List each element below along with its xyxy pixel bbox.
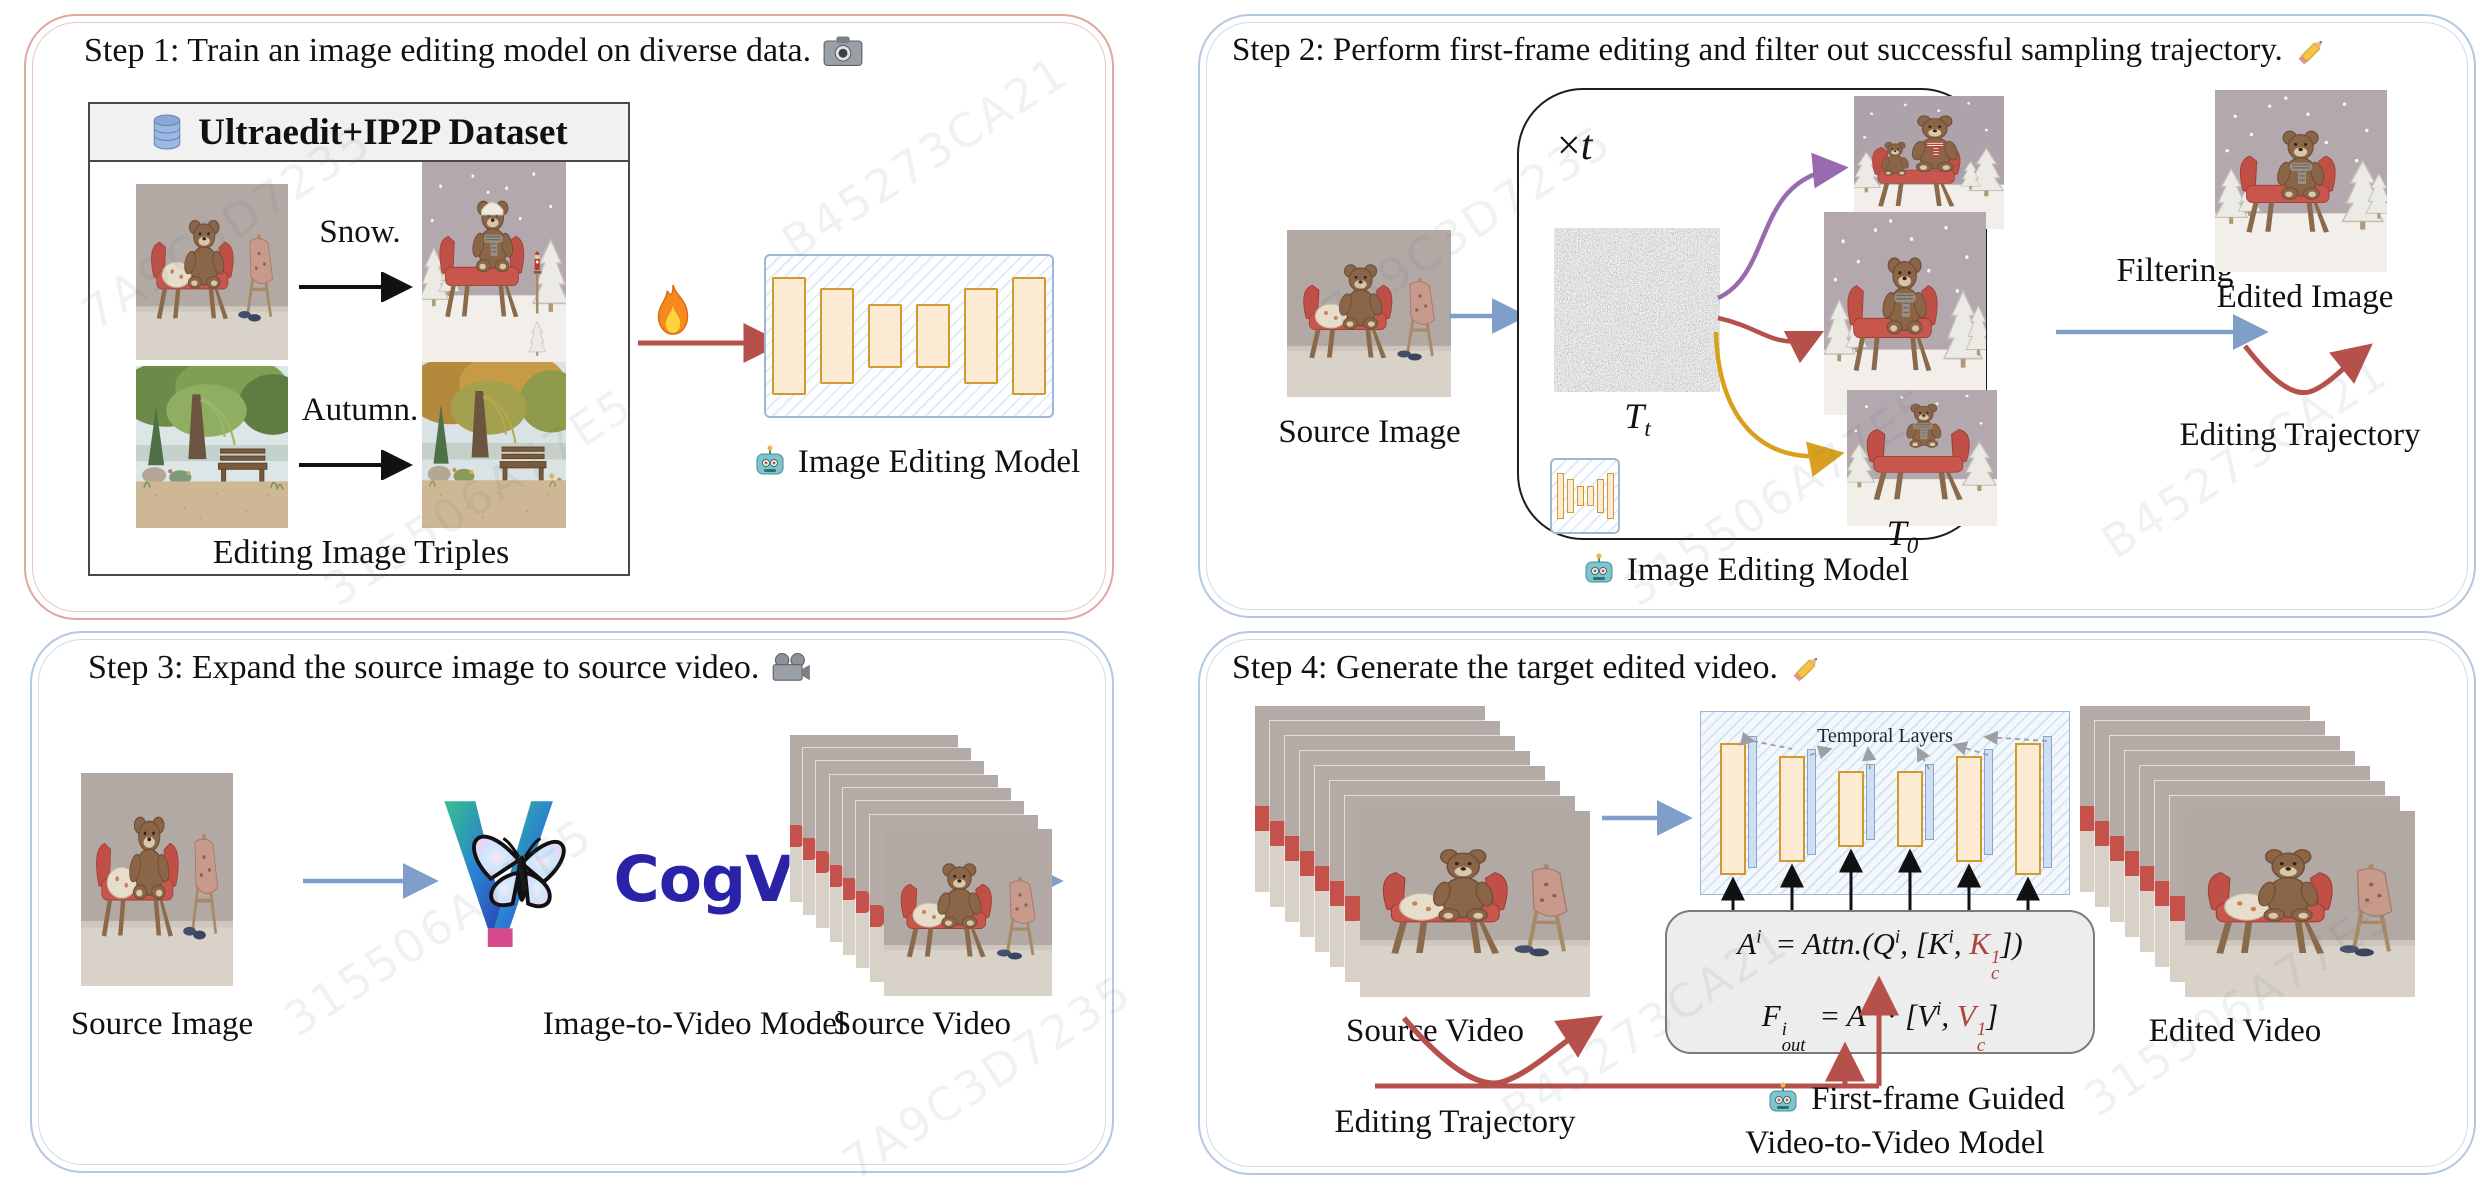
robot-icon: [1769, 1082, 1797, 1112]
model-layer-bar: [1576, 486, 1584, 506]
model-layer-bar: [964, 288, 998, 384]
sample-image-two-bears: [1854, 96, 2004, 229]
editing-trajectory-label: Editing Trajectory: [1334, 1103, 1576, 1140]
mini-image-editing-model-icon: [1550, 458, 1620, 534]
source-image-label: Source Image: [70, 1005, 254, 1042]
edit-instruction-autumn: Autumn.: [301, 391, 419, 428]
step2-panel: Step 2: Perform first-frame editing and …: [1198, 14, 2476, 618]
step3-panel: Step 3: Expand the source image to sourc…: [30, 631, 1114, 1173]
image-to-video-arrow: [303, 863, 439, 899]
sample-image-empty-chair: [1847, 390, 1997, 526]
noise-latent-image: [1554, 228, 1720, 392]
image-editing-model-label: Image Editing Model: [716, 440, 1116, 484]
model-layer-bar: [1566, 479, 1574, 513]
edited-image-label: Edited Image: [2216, 278, 2394, 315]
source-image: [81, 773, 233, 986]
dataset-table: Ultraedit+IP2P Dataset Snow. Autumn. Edi…: [88, 102, 630, 576]
edited-image-autumn: [422, 362, 566, 528]
image-editing-model-diagram: [764, 254, 1054, 418]
editing-trajectory-glyph: [2243, 343, 2373, 396]
source-video-label: Source Video: [1346, 1012, 1524, 1049]
red-trajectory-arrow: [1717, 315, 1825, 364]
butterfly-icon: [472, 834, 566, 909]
cogvideo-logo: [444, 801, 566, 947]
model-layer-bar: [1606, 473, 1614, 519]
latent-T0-label: T0: [1886, 513, 1919, 559]
temporal-layers-label: Temporal Layers: [1817, 724, 1953, 747]
source-video-stack: [1255, 706, 1590, 997]
pencil-icon: [1793, 658, 1817, 682]
robot-icon: [756, 445, 784, 475]
edited-image-snow: [422, 162, 566, 364]
source-image: [1287, 230, 1451, 397]
model-layer-bar: [1586, 486, 1594, 506]
image-to-video-model-label: Image-to-Video Model: [542, 1005, 847, 1042]
purple-trajectory-arrow: [1717, 152, 1849, 301]
database-icon: [154, 114, 181, 150]
movie-camera-icon: [772, 653, 811, 681]
edit-instruction-snow: Snow.: [319, 213, 401, 250]
model-layer-bar: [1012, 277, 1046, 395]
step1-panel: Step 1: Train an image editing model on …: [24, 14, 1114, 620]
pencil-icon: [2298, 40, 2322, 64]
equation-attention: Ai = Attn.(Qi, [Ki, K 1 c]): [1737, 926, 2023, 985]
v2v-model-label-line2: Video-to-Video Model: [1745, 1124, 2045, 1161]
model-layer-with-temporal: [2015, 736, 2052, 875]
dataset-header: Ultraedit+IP2P Dataset: [90, 104, 628, 162]
video-front-frame: [2185, 811, 2415, 997]
edited-image: [2215, 90, 2387, 272]
edited-video-label: Edited Video: [2148, 1012, 2322, 1049]
source-video-stack: [790, 735, 1052, 997]
model-layer-bar: [916, 304, 950, 368]
dataset-title: Ultraedit+IP2P Dataset: [198, 111, 568, 153]
model-layer-with-temporal: [1897, 764, 1934, 847]
video-to-model-arrow: [1602, 800, 1693, 836]
model-layer-bar: [1556, 473, 1564, 519]
source-video-label: Source Video: [833, 1005, 1011, 1042]
model-layer-with-temporal: [1720, 736, 1757, 875]
camera-icon: [823, 36, 863, 66]
step2-title: Step 2: Perform first-frame editing and …: [1232, 32, 2329, 69]
model-layer-bar: [868, 304, 902, 368]
gold-trajectory-arrow: [1713, 331, 1845, 477]
fire-icon: [657, 284, 689, 335]
editing-trajectory-glyph: [1401, 1015, 1603, 1086]
training-arrow: [638, 323, 784, 363]
model-layer-with-temporal: [1779, 749, 1816, 862]
model-layer-bar: [1596, 479, 1604, 513]
model-layer-bar: [772, 277, 806, 395]
sample-image-successful: [1824, 212, 1986, 415]
editing-trajectory-label: Editing Trajectory: [2179, 416, 2421, 453]
filtering-label: Filtering: [2116, 252, 2234, 289]
source-to-model-arrow: [1449, 298, 1528, 334]
model-layer-with-temporal: [1956, 749, 1993, 862]
model-layer-bar: [820, 288, 854, 384]
filtering-arrow: [2056, 314, 2269, 350]
trajectory-guidance-lines: [1375, 975, 1899, 1089]
step3-title: Step 3: Expand the source image to sourc…: [88, 649, 811, 687]
edited-video-stack: [2080, 706, 2415, 997]
source-image-garden: [136, 366, 288, 528]
video-front-frame: [884, 829, 1052, 996]
edit-arrow-autumn: [299, 450, 413, 480]
latent-Tt-label: Tt: [1624, 396, 1651, 442]
sampling-trajectory-arrows: [1713, 152, 1849, 477]
dataset-caption: Editing Image Triples: [212, 534, 510, 571]
times-t-label: ×t: [1557, 123, 1593, 169]
temporal-layer-pointers: [1740, 730, 2048, 770]
image-editing-model-label: Image Editing Model: [1550, 548, 1940, 592]
step4-panel: Step 4: Generate the target edited video…: [1198, 631, 2476, 1175]
edit-arrow-snow: [299, 272, 413, 302]
v2v-model-label-line1: First-frame Guided: [1705, 1079, 2125, 1119]
source-image-bear: [136, 184, 288, 360]
model-layer-with-temporal: [1838, 764, 1875, 847]
step1-title: Step 1: Train an image editing model on …: [84, 32, 863, 70]
step4-title: Step 4: Generate the target edited video…: [1232, 649, 1824, 687]
robot-icon: [1585, 553, 1613, 583]
source-image-label: Source Image: [1278, 413, 1461, 450]
